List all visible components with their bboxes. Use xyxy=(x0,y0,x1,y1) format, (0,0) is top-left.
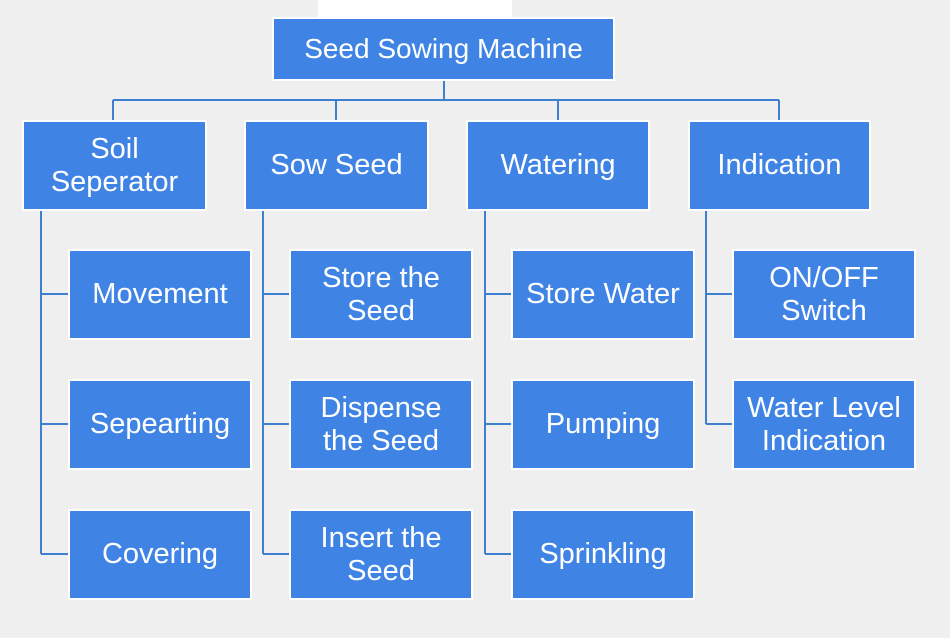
leaf-node-pumping: Pumping xyxy=(511,379,695,470)
category-node-watering: Watering xyxy=(466,120,650,211)
leaf-node-on-off-switch: ON/OFF Switch xyxy=(732,249,916,340)
leaf-node-store-the-seed: Store the Seed xyxy=(289,249,473,340)
leaf-node-movement: Movement xyxy=(68,249,252,340)
category-node-indication: Indication xyxy=(688,120,871,211)
top-white-strip xyxy=(318,0,512,20)
leaf-node-covering: Covering xyxy=(68,509,252,600)
leaf-node-store-water: Store Water xyxy=(511,249,695,340)
leaf-node-insert-the-seed: Insert the Seed xyxy=(289,509,473,600)
leaf-node-water-level-indication: Water Level Indication xyxy=(732,379,916,470)
category-node-sow-seed: Sow Seed xyxy=(244,120,429,211)
root-node: Seed Sowing Machine xyxy=(272,17,615,81)
leaf-node-sepearting: Sepearting xyxy=(68,379,252,470)
category-node-soil-seperator: Soil Seperator xyxy=(22,120,207,211)
leaf-node-dispense-the-seed: Dispense the Seed xyxy=(289,379,473,470)
leaf-node-sprinkling: Sprinkling xyxy=(511,509,695,600)
